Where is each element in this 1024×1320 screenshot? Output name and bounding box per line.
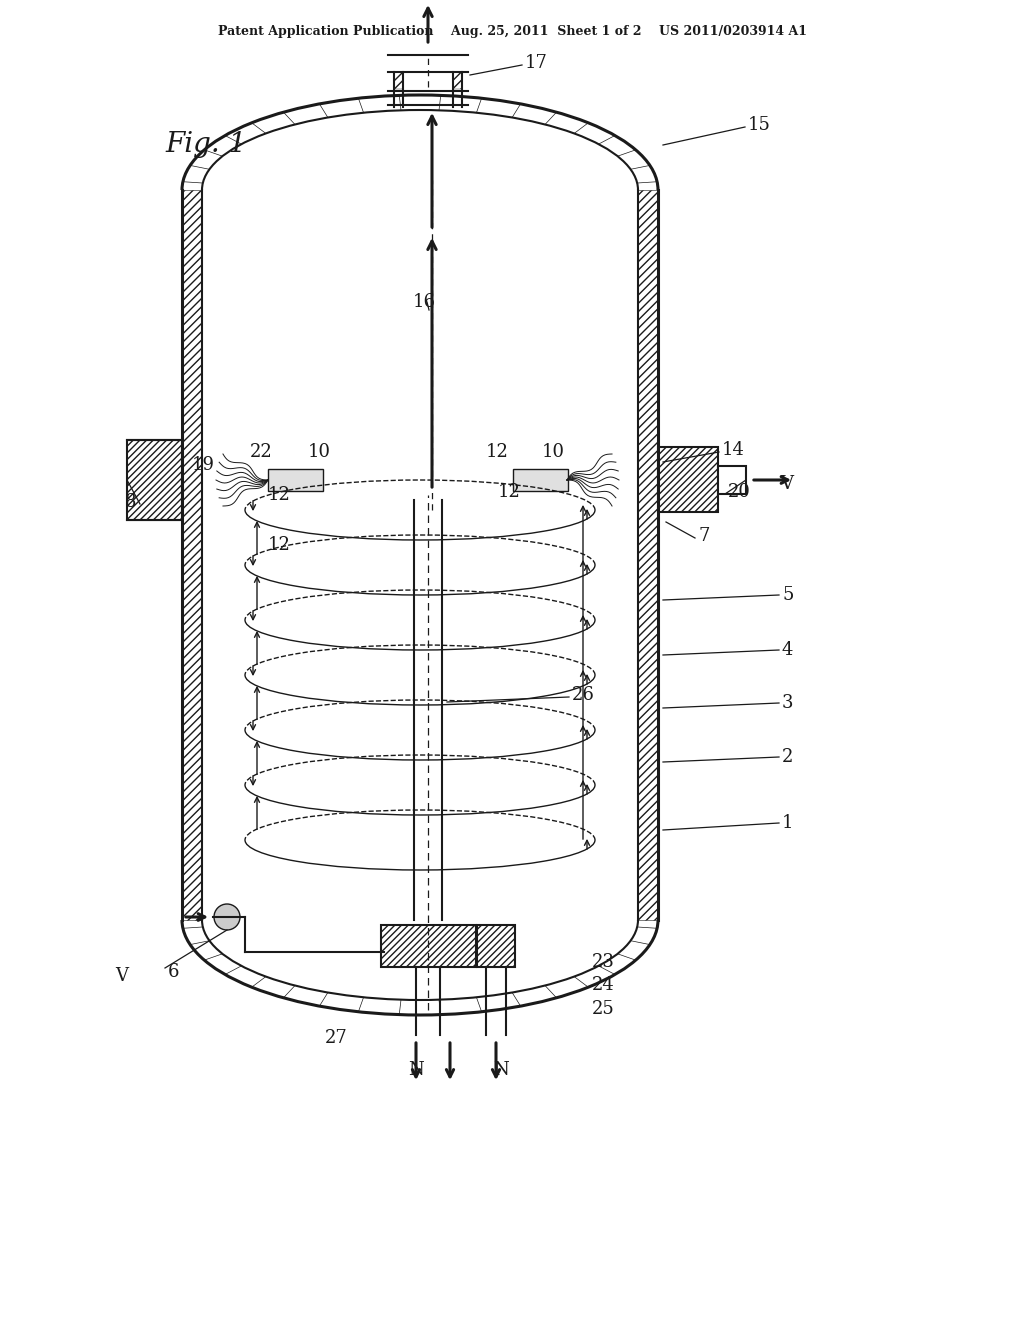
Text: 12: 12 — [486, 444, 509, 461]
Text: 20: 20 — [728, 483, 751, 502]
Text: 22: 22 — [250, 444, 272, 461]
Text: 24: 24 — [592, 975, 614, 994]
Text: N: N — [409, 1061, 424, 1078]
Bar — [381, 925, 476, 968]
Text: 3: 3 — [782, 694, 794, 711]
Text: V: V — [780, 475, 793, 492]
Text: 26: 26 — [572, 686, 595, 704]
Text: 10: 10 — [542, 444, 565, 461]
Text: V: V — [115, 968, 128, 985]
Text: 4: 4 — [782, 642, 794, 659]
Text: 15: 15 — [748, 116, 771, 135]
Text: N: N — [494, 1061, 509, 1078]
Text: 19: 19 — [193, 455, 215, 474]
Text: 6: 6 — [168, 964, 179, 981]
Text: 25: 25 — [592, 1001, 614, 1018]
Text: 17: 17 — [525, 54, 548, 73]
Text: 2: 2 — [782, 748, 794, 766]
Bar — [182, 190, 202, 920]
Text: 12: 12 — [498, 483, 521, 502]
Text: 8: 8 — [125, 492, 136, 511]
Text: 1: 1 — [782, 814, 794, 832]
Text: 10: 10 — [308, 444, 331, 461]
Bar — [268, 469, 323, 491]
Bar — [127, 440, 182, 520]
Text: Patent Application Publication    Aug. 25, 2011  Sheet 1 of 2    US 2011/0203914: Patent Application Publication Aug. 25, … — [217, 25, 807, 38]
Text: 14: 14 — [722, 441, 744, 459]
Text: 12: 12 — [268, 486, 291, 504]
Bar — [658, 447, 718, 512]
Text: 27: 27 — [325, 1030, 348, 1047]
Text: 23: 23 — [592, 953, 614, 972]
Bar — [477, 925, 515, 968]
Bar — [453, 73, 462, 88]
Text: 12: 12 — [268, 536, 291, 554]
Text: 16: 16 — [413, 293, 436, 312]
Bar — [513, 469, 568, 491]
Bar — [638, 190, 658, 920]
Bar — [394, 73, 403, 88]
Circle shape — [214, 904, 240, 931]
Text: 5: 5 — [782, 586, 794, 605]
Bar — [718, 466, 746, 494]
Text: 7: 7 — [698, 527, 710, 545]
Text: Fig. 1: Fig. 1 — [165, 132, 246, 158]
